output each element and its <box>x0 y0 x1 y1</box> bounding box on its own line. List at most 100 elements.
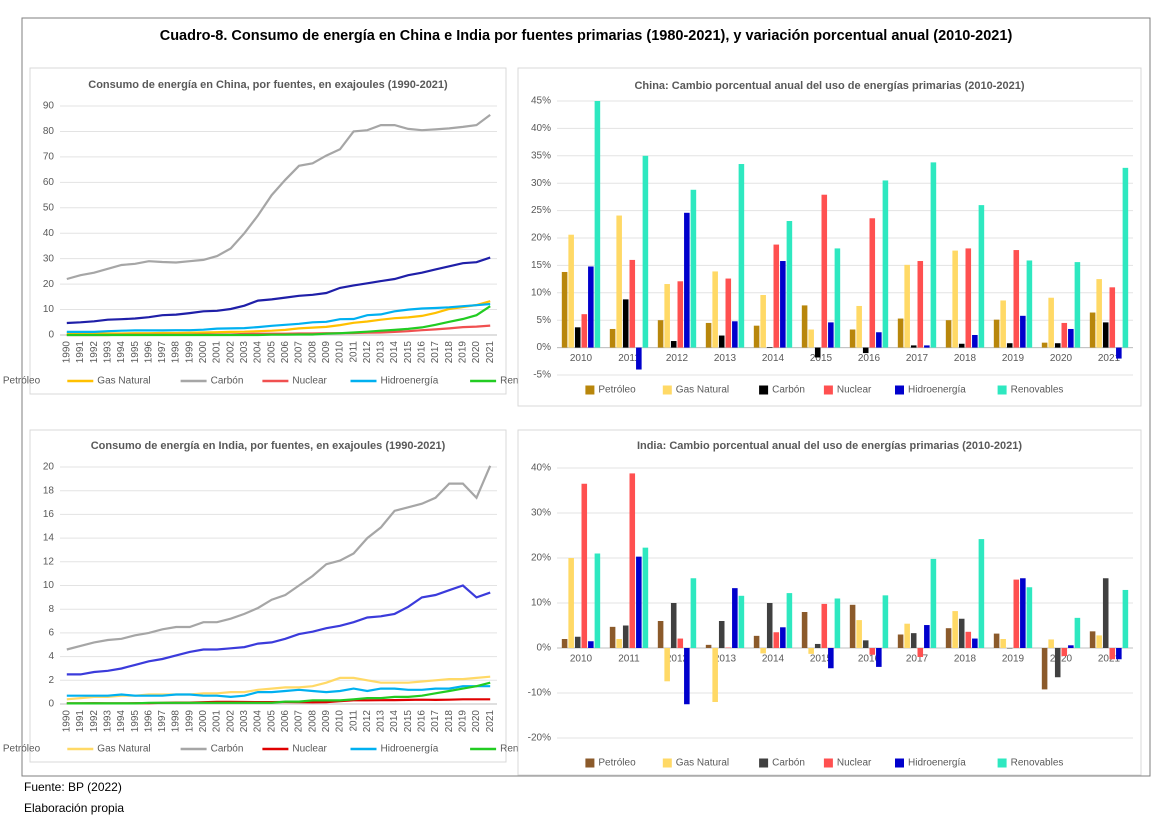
bar <box>1006 343 1013 348</box>
x-tick-label: 2021 <box>485 710 496 733</box>
bar <box>808 329 814 348</box>
bar <box>657 621 664 648</box>
bar <box>581 483 588 648</box>
x-tick-label: 2017 <box>430 341 441 364</box>
bar <box>897 318 904 348</box>
line <box>66 681 491 705</box>
bar <box>1048 297 1054 348</box>
y-tick-label: 40 <box>43 228 55 239</box>
bar <box>725 278 732 348</box>
bar <box>910 633 917 648</box>
x-tick-label: 2005 <box>266 341 277 364</box>
x-tick-label: 2000 <box>198 710 209 733</box>
y-tick-label: 0% <box>537 643 552 654</box>
bar <box>993 633 1000 648</box>
legend-label: Nuclear <box>292 744 327 755</box>
bar <box>1068 328 1074 348</box>
bar <box>1089 312 1096 348</box>
x-tick-label: 1999 <box>184 710 195 733</box>
bar <box>972 638 978 648</box>
bar <box>629 259 636 348</box>
bar <box>622 625 629 648</box>
bar <box>1061 648 1068 657</box>
x-tick-label: 2014 <box>762 654 785 665</box>
line <box>66 584 491 676</box>
legend-label: Hidroenergía <box>908 758 966 769</box>
bar <box>801 612 808 648</box>
y-tick-label: 6 <box>48 628 54 639</box>
y-tick-label: 60 <box>43 177 55 188</box>
bar <box>780 261 786 348</box>
bar <box>1122 589 1129 648</box>
bar <box>917 261 924 348</box>
bar <box>732 588 738 648</box>
bar <box>1041 342 1048 348</box>
bar <box>670 341 677 348</box>
bar <box>910 345 917 348</box>
bar <box>1006 648 1013 649</box>
bar <box>869 218 876 348</box>
bar <box>705 644 712 648</box>
bar <box>1041 648 1048 690</box>
bar <box>677 281 684 348</box>
x-tick-label: 2020 <box>471 341 482 364</box>
x-tick-label: 2015 <box>810 654 833 665</box>
bar <box>828 648 834 669</box>
x-tick-label: 2013 <box>376 710 387 733</box>
bar <box>705 322 712 348</box>
x-tick-label: 1996 <box>143 341 154 364</box>
legend-swatch <box>662 385 672 395</box>
x-tick-label: 1994 <box>116 341 127 364</box>
bar <box>904 264 910 348</box>
y-tick-label: 4 <box>48 651 54 662</box>
bar <box>828 322 834 348</box>
y-tick-label: 40% <box>531 123 551 134</box>
x-tick-label: 1998 <box>171 341 182 364</box>
bar <box>629 473 636 648</box>
legend-swatch <box>585 758 595 768</box>
bar <box>732 321 738 348</box>
bar <box>616 215 622 348</box>
x-tick-label: 2017 <box>906 654 929 665</box>
y-tick-label: 40% <box>531 463 551 474</box>
x-tick-label: 2013 <box>376 341 387 364</box>
x-tick-label: 1993 <box>102 341 113 364</box>
bar <box>766 347 773 348</box>
x-tick-label: 2009 <box>321 710 332 733</box>
x-tick-label: 2007 <box>294 710 305 733</box>
x-tick-label: 2004 <box>253 341 264 364</box>
x-tick-label: 1991 <box>75 341 86 364</box>
bar <box>588 266 594 348</box>
legend-label: Nuclear <box>837 758 872 769</box>
y-tick-label: 90 <box>43 101 55 112</box>
x-tick-label: 2015 <box>403 341 414 364</box>
x-tick-label: 1997 <box>157 710 168 733</box>
y-tick-label: 8 <box>48 604 54 615</box>
bar <box>581 314 588 348</box>
legend-swatch <box>823 385 833 395</box>
legend-label: Gas Natural <box>97 376 150 387</box>
legend-label: Nuclear <box>837 385 872 396</box>
x-tick-label: 2002 <box>225 341 236 364</box>
bar <box>856 305 862 348</box>
y-tick-label: 16 <box>43 509 55 520</box>
x-tick-label: 2006 <box>280 341 291 364</box>
bar <box>1020 315 1026 348</box>
y-tick-label: 20% <box>531 553 551 564</box>
bar <box>766 603 773 648</box>
x-tick-label: 2012 <box>666 353 689 364</box>
legend-label: Carbón <box>772 758 805 769</box>
bar <box>786 593 793 648</box>
x-tick-label: 1990 <box>61 710 72 733</box>
bar <box>834 598 841 648</box>
x-tick-label: 2018 <box>954 654 977 665</box>
legend-label: Petróleo <box>598 385 636 396</box>
legend-swatch <box>997 758 1007 768</box>
bar <box>972 334 978 348</box>
bar <box>725 647 732 649</box>
bar <box>882 180 889 348</box>
bar <box>690 578 697 648</box>
bar <box>786 221 793 348</box>
y-tick-label: 0% <box>537 342 552 353</box>
x-tick-label: 2011 <box>348 341 359 363</box>
